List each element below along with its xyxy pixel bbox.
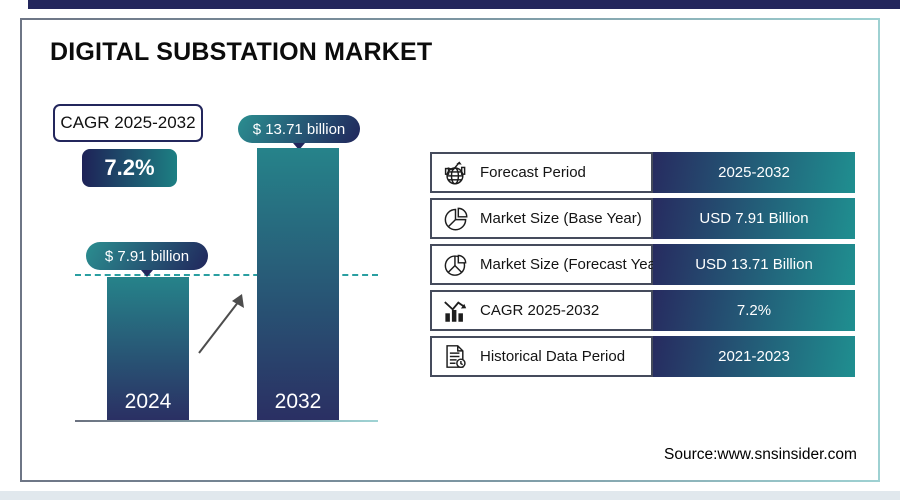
growth-arrow-icon: [198, 294, 244, 354]
table-row: Historical Data Period 2021-2023: [430, 336, 855, 377]
market-summary-table: Forecast Period 2025-2032 Market Size (B…: [430, 152, 855, 382]
value-callout-2032: $ 13.71 billion: [238, 115, 360, 150]
table-value: USD 13.71 Billion: [695, 256, 813, 273]
table-label: CAGR 2025-2032: [480, 302, 600, 319]
bar-2032-year-label: 2032: [274, 390, 322, 413]
bar-2024: 2024: [107, 277, 189, 421]
table-label-cell: Market Size (Base Year): [430, 198, 653, 239]
x-axis-line: [75, 420, 378, 422]
table-value: USD 7.91 Billion: [699, 210, 809, 227]
cagr-value: 7.2%: [104, 155, 155, 180]
table-value-cell: 7.2%: [653, 290, 855, 331]
globe-trend-icon: [441, 159, 469, 187]
table-value: 2021-2023: [718, 348, 790, 365]
table-label: Forecast Period: [480, 164, 586, 181]
table-value-cell: 2021-2023: [653, 336, 855, 377]
table-row: Forecast Period 2025-2032: [430, 152, 855, 193]
value-callout-2024: $ 7.91 billion: [86, 242, 208, 277]
cagr-period-label: CAGR 2025-2032: [60, 113, 196, 132]
table-value-cell: USD 7.91 Billion: [653, 198, 855, 239]
pie-chart-exploded-icon: [441, 251, 469, 279]
value-callout-2024-label: $ 7.91 billion: [104, 247, 190, 265]
table-value: 2025-2032: [718, 164, 790, 181]
table-row: Market Size (Base Year) USD 7.91 Billion: [430, 198, 855, 239]
table-label-cell: CAGR 2025-2032: [430, 290, 653, 331]
value-callout-2032-label: $ 13.71 billion: [252, 120, 346, 138]
table-row: Market Size (Forecast Year) USD 13.71 Bi…: [430, 244, 855, 285]
table-label-cell: Forecast Period: [430, 152, 653, 193]
table-label-cell: Market Size (Forecast Year): [430, 244, 666, 285]
table-value-cell: USD 13.71 Billion: [653, 244, 855, 285]
cagr-period-box: CAGR 2025-2032: [53, 104, 203, 142]
bottom-accent-bar: [0, 491, 900, 500]
table-row: CAGR 2025-2032 7.2%: [430, 290, 855, 331]
cagr-value-badge: 7.2%: [82, 149, 177, 187]
bar-growth-icon: [441, 297, 469, 325]
top-accent-bar: [28, 0, 900, 9]
table-label-cell: Historical Data Period: [430, 336, 653, 377]
baseline-dashed-line: [75, 274, 378, 276]
table-label: Market Size (Base Year): [480, 210, 642, 227]
table-value-cell: 2025-2032: [653, 152, 855, 193]
bar-2032: 2032: [257, 148, 339, 421]
page-title: DIGITAL SUBSTATION MARKET: [50, 38, 433, 66]
document-clock-icon: [441, 343, 469, 371]
pie-chart-icon: [441, 205, 469, 233]
table-label: Historical Data Period: [480, 348, 626, 365]
table-label: Market Size (Forecast Year): [480, 256, 666, 273]
table-value: 7.2%: [736, 302, 772, 319]
source-attribution: Source:www.snsinsider.com: [664, 446, 857, 463]
bar-2024-year-label: 2024: [124, 390, 172, 413]
